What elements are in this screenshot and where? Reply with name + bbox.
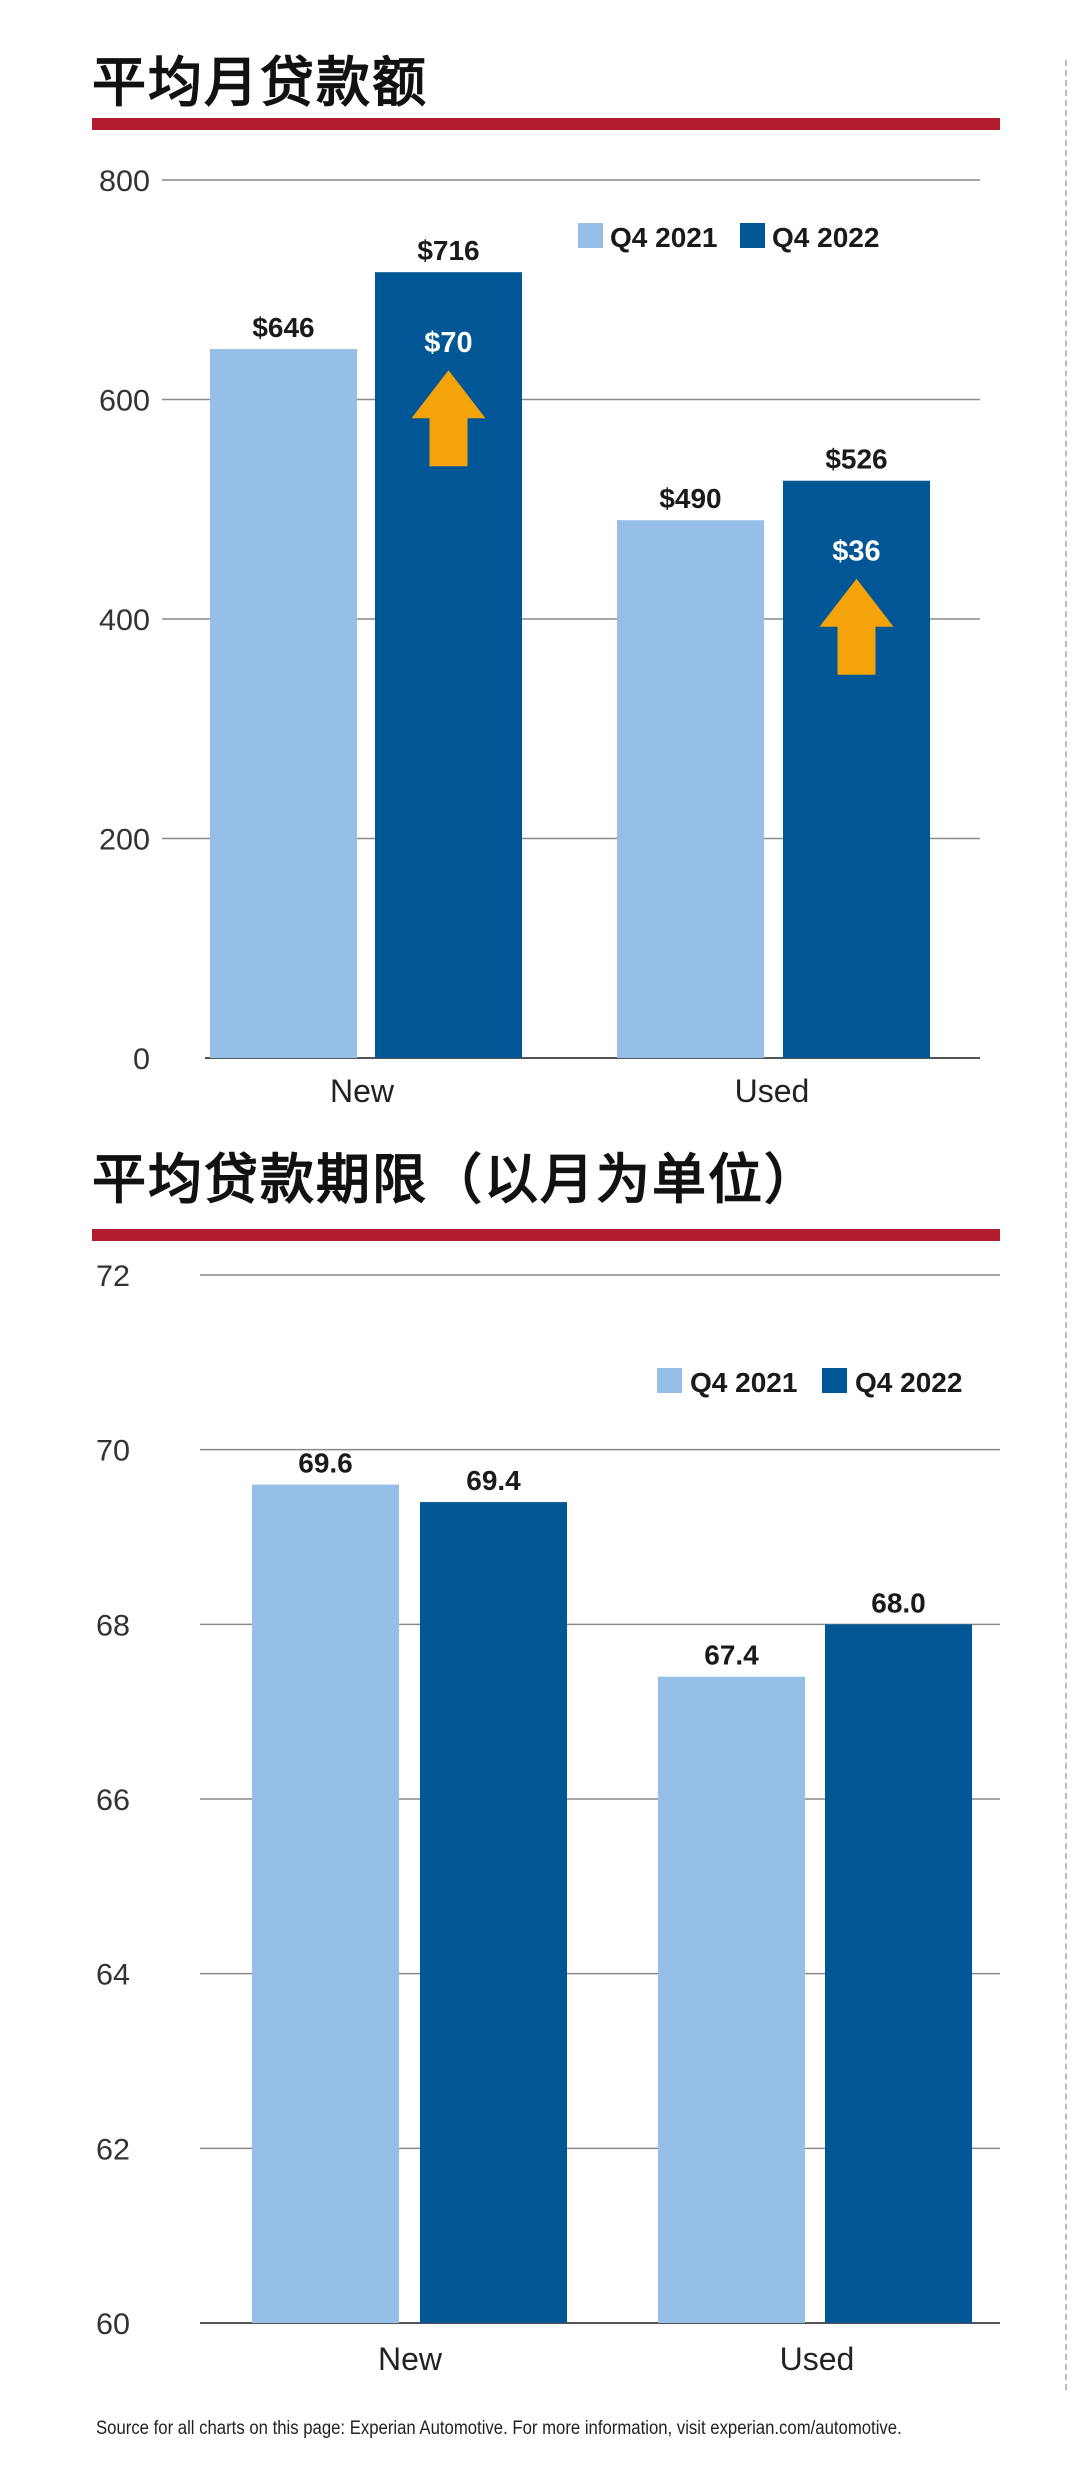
bar-value-label: $716 <box>417 235 479 266</box>
change-label: $36 <box>832 536 880 568</box>
bar-used-q4-2022 <box>783 480 930 1059</box>
y-tick-label: 200 <box>99 824 150 857</box>
bar-new-q4-2021 <box>210 349 357 1058</box>
column-divider <box>1065 60 1067 2390</box>
change-label: $70 <box>424 327 472 359</box>
legend-label: Q4 2022 <box>855 1367 962 1398</box>
y-tick-label: 70 <box>96 1435 130 1468</box>
x-category-label: New <box>330 1073 395 1109</box>
x-category-label: Used <box>735 1073 810 1109</box>
legend-swatch <box>657 1368 682 1393</box>
bar-used-q4-2022 <box>825 1624 972 2323</box>
y-tick-label: 800 <box>99 165 150 198</box>
chart-term: 60 62 64 66 68 70 72 69.6 67.4 69.4 68.0 New Used Q4 … <box>96 1260 1000 2377</box>
y-tick-label: 0 <box>133 1043 150 1076</box>
bar-value-label: 68.0 <box>871 1587 926 1618</box>
bar-new-q4-2022 <box>420 1502 567 2323</box>
legend-label: Q4 2021 <box>690 1367 797 1398</box>
arrow-up-icon <box>411 370 486 467</box>
title-rule-payment <box>92 118 1000 130</box>
chart-title-payment: 平均月贷款额 <box>92 51 428 114</box>
y-tick-label: 62 <box>96 2133 130 2166</box>
legend-swatch <box>822 1368 847 1393</box>
chart-payment: 0 200 400 600 800 $646 $490 $716 $526 New Used $70 $… <box>99 165 980 1109</box>
bar-value-label: $526 <box>825 444 887 475</box>
bar-used-q4-2021 <box>658 1676 805 2323</box>
bar-value-label: $490 <box>659 483 721 514</box>
legend-swatch <box>740 223 765 248</box>
y-tick-label: 64 <box>96 1959 130 1992</box>
chart-title-term: 平均贷款期限（以月为单位） <box>92 1148 820 1211</box>
x-category-label: Used <box>780 2341 855 2377</box>
title-rule-term <box>92 1229 1000 1241</box>
y-tick-label: 66 <box>96 1784 130 1817</box>
bar-new-q4-2021 <box>252 1484 399 2323</box>
legend-swatch <box>578 223 603 248</box>
bar-value-label: 69.6 <box>298 1448 353 1479</box>
bar-used-q4-2021 <box>617 520 764 1058</box>
legend-label: Q4 2022 <box>772 222 879 253</box>
legend-label: Q4 2021 <box>610 222 717 253</box>
y-tick-label: 400 <box>99 604 150 637</box>
arrow-up-icon <box>819 578 894 675</box>
bar-value-label: 69.4 <box>466 1465 521 1496</box>
bar-value-label: 67.4 <box>704 1640 759 1671</box>
x-category-label: New <box>378 2341 443 2377</box>
bar-value-label: $646 <box>252 312 314 343</box>
source-footnote: Source for all charts on this page: Expe… <box>96 2418 902 2439</box>
y-tick-label: 60 <box>96 2308 130 2341</box>
y-tick-label: 72 <box>96 1260 130 1293</box>
y-tick-label: 600 <box>99 385 150 418</box>
y-tick-label: 68 <box>96 1609 130 1642</box>
